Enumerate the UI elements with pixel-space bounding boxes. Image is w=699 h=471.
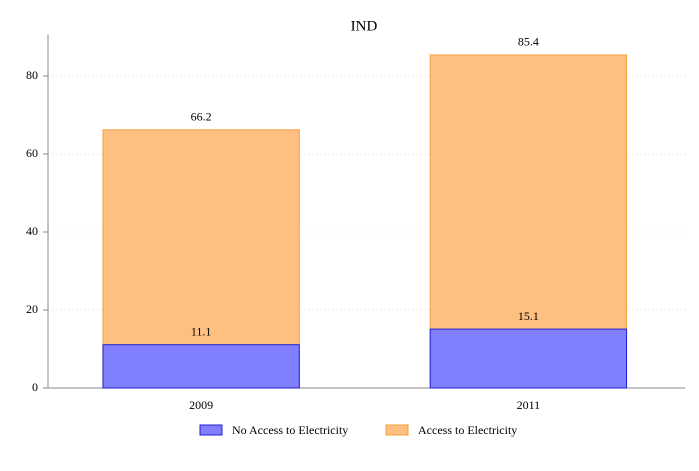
bar [102, 344, 300, 389]
x-tick-label: 2009 [189, 398, 213, 412]
value-label: 66.2 [191, 110, 212, 124]
y-tick-label: 0 [32, 380, 38, 394]
x-tick-label: 2011 [517, 398, 541, 412]
legend-swatch [199, 424, 223, 436]
legend-label: No Access to Electricity [232, 423, 348, 437]
y-tick-label: 40 [26, 224, 38, 238]
value-label: 11.1 [191, 324, 212, 338]
bar [429, 328, 628, 389]
y-tick-label: 80 [26, 68, 38, 82]
chart-title: IND [351, 18, 378, 34]
value-label: 85.4 [518, 35, 539, 49]
y-tick-label: 60 [26, 146, 38, 160]
legend-swatch [385, 424, 409, 436]
value-label: 15.1 [518, 309, 539, 323]
legend-label: Access to Electricity [418, 423, 517, 437]
y-tick-label: 20 [26, 302, 38, 316]
